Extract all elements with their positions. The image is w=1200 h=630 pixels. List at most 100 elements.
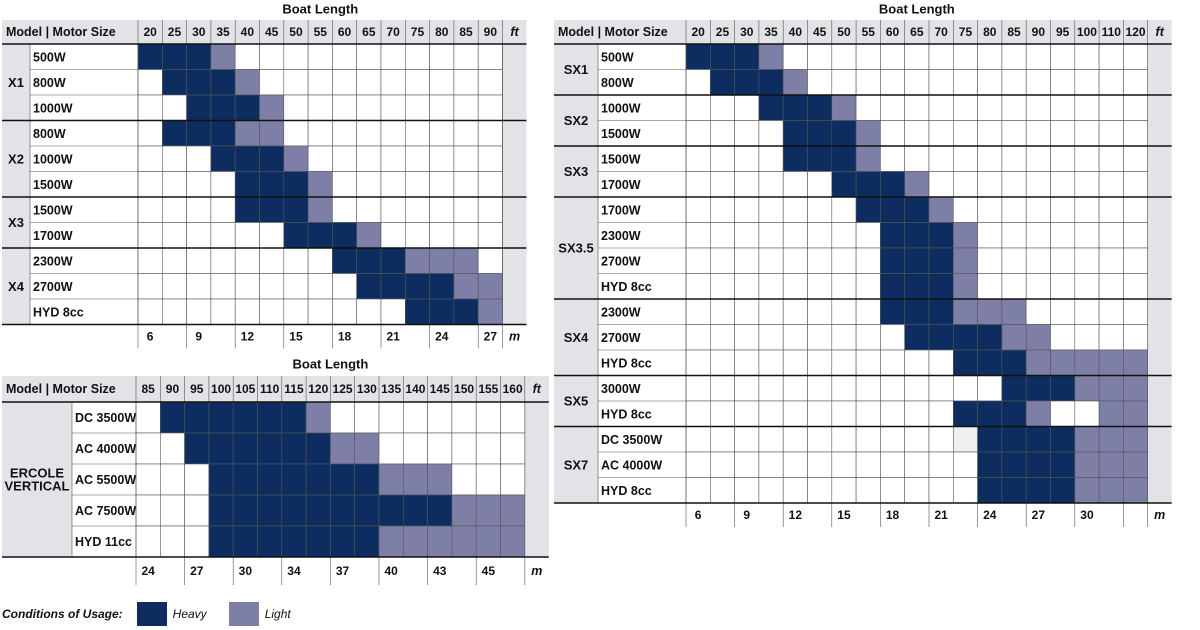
light-cell	[378, 463, 404, 496]
heavy-cell	[831, 145, 857, 172]
light-cell	[234, 69, 260, 96]
empty-cell	[831, 349, 857, 376]
heavy-cell	[259, 171, 285, 198]
empty-cell	[855, 273, 881, 300]
heavy-cell	[208, 525, 234, 558]
empty-cell	[380, 222, 406, 249]
empty-cell	[880, 375, 906, 402]
empty-cell	[210, 298, 236, 325]
empty-cell	[758, 451, 784, 478]
empty-cell	[453, 43, 479, 70]
empty-cell	[831, 477, 857, 504]
motor-size-label: 800W	[33, 76, 66, 90]
empty-cell	[928, 426, 954, 453]
ft-tick-label: 100	[211, 382, 231, 396]
empty-cell	[1074, 273, 1100, 300]
ft-tick-label: 25	[716, 25, 730, 39]
empty-cell	[807, 273, 833, 300]
legend-light-text: Light	[264, 607, 291, 621]
empty-cell	[137, 120, 163, 147]
empty-cell	[307, 120, 333, 147]
heavy-cell	[904, 324, 930, 351]
unit-column-band	[502, 44, 527, 325]
heavy-cell	[1001, 477, 1027, 504]
light-cell	[1123, 400, 1149, 427]
heavy-cell	[928, 247, 954, 274]
empty-cell	[928, 171, 954, 198]
heavy-cell	[1025, 477, 1051, 504]
metric-tick-label: 24	[141, 564, 155, 578]
empty-cell	[807, 196, 833, 223]
empty-cell	[186, 247, 212, 274]
light-cell	[1074, 349, 1100, 376]
empty-cell	[782, 324, 808, 351]
heavy-cell	[880, 196, 906, 223]
heavy-cell	[734, 69, 760, 96]
empty-cell	[283, 298, 309, 325]
empty-cell	[709, 477, 735, 504]
empty-cell	[404, 145, 430, 172]
empty-cell	[1074, 69, 1100, 96]
empty-cell	[283, 69, 309, 96]
legend-label: Conditions of Usage:	[2, 607, 123, 621]
table-3: Boat Length Model | Motor Size 20 25 30 35 40 4…	[554, 2, 1172, 527]
ft-tick-label: 100	[1077, 25, 1097, 39]
metric-tick-label: 45	[482, 564, 496, 578]
motor-size-label: 1500W	[33, 203, 73, 217]
heavy-cell	[904, 247, 930, 274]
empty-cell	[1123, 196, 1149, 223]
empty-cell	[904, 375, 930, 402]
empty-cell	[831, 451, 857, 478]
empty-cell	[782, 273, 808, 300]
empty-cell	[807, 69, 833, 96]
heavy-cell	[257, 494, 283, 527]
light-cell	[330, 432, 355, 465]
empty-cell	[477, 196, 503, 223]
heavy-cell	[807, 120, 833, 147]
motor-size-label: 2300W	[33, 254, 73, 268]
empty-cell	[807, 247, 833, 274]
light-cell	[453, 273, 479, 300]
motor-size-label: 1500W	[601, 127, 641, 141]
empty-cell	[782, 171, 808, 198]
model-label: SX2	[564, 113, 589, 128]
empty-cell	[135, 432, 161, 465]
empty-cell	[380, 94, 406, 121]
legend-heavy-text: Heavy	[172, 607, 207, 621]
light-cell	[307, 196, 333, 223]
empty-cell	[709, 222, 735, 249]
motor-size-label: 800W	[33, 127, 66, 141]
empty-cell	[234, 298, 260, 325]
heavy-cell	[977, 400, 1003, 427]
empty-cell	[162, 247, 187, 274]
empty-cell	[356, 69, 382, 96]
empty-cell	[404, 171, 430, 198]
empty-cell	[429, 120, 455, 147]
heavy-cell	[305, 463, 331, 496]
empty-cell	[685, 426, 711, 453]
light-cell	[1074, 451, 1100, 478]
heavy-cell	[977, 477, 1003, 504]
model-label: SX7	[564, 457, 589, 472]
light-cell	[356, 222, 382, 249]
empty-cell	[685, 171, 711, 198]
heavy-cell	[232, 432, 258, 465]
heavy-cell	[709, 69, 735, 96]
ft-tick-label: 120	[308, 382, 328, 396]
heavy-cell	[257, 463, 283, 496]
metric-tick-label: 6	[147, 330, 154, 344]
empty-cell	[928, 349, 954, 376]
empty-cell	[137, 171, 163, 198]
heavy-cell	[162, 120, 187, 147]
ft-tick-label: 20	[143, 25, 157, 39]
light-cell	[402, 525, 428, 558]
model-label: ERCOLE	[10, 466, 65, 481]
heavy-cell	[1001, 349, 1027, 376]
empty-cell	[234, 43, 260, 70]
empty-cell	[1050, 222, 1076, 249]
model-label: SX1	[564, 62, 589, 77]
empty-cell	[283, 94, 309, 121]
light-cell	[500, 525, 526, 558]
heavy-cell	[952, 349, 978, 376]
heavy-cell	[356, 273, 382, 300]
